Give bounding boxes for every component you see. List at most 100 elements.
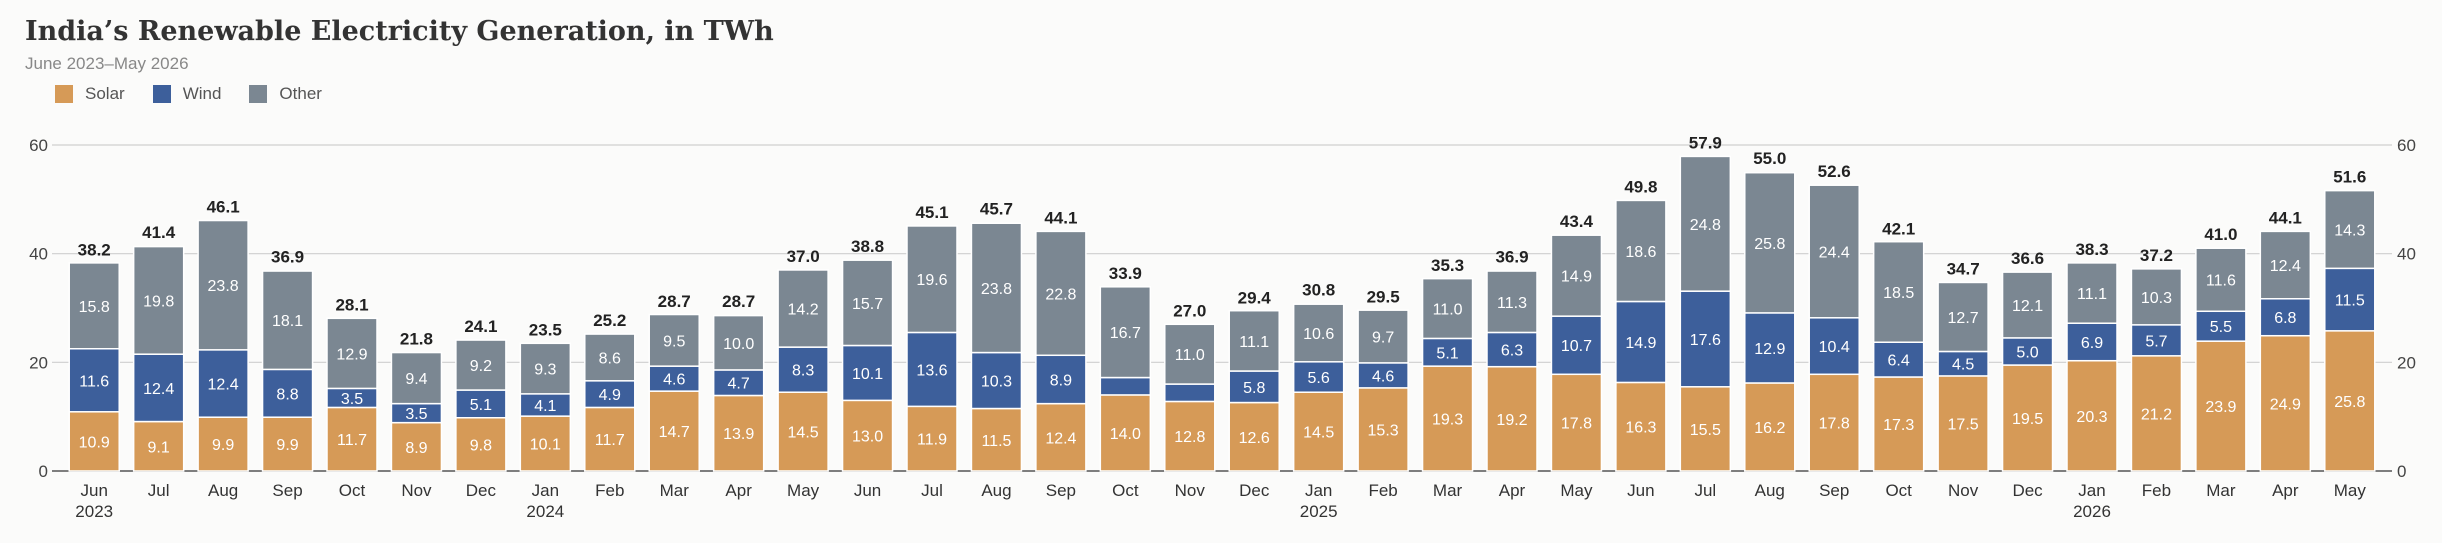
bar-other xyxy=(390,351,443,405)
segment-label-other: 19.8 xyxy=(143,293,174,310)
bar-wind xyxy=(1035,354,1087,405)
segment-label-solar: 23.9 xyxy=(2205,399,2236,416)
bar-other xyxy=(777,269,829,348)
segment-label-solar: 17.5 xyxy=(1948,416,1979,433)
y-tick-label-left: 60 xyxy=(29,136,48,155)
bar-solar xyxy=(2324,330,2376,472)
bar-solar xyxy=(2130,355,2183,472)
bar-solar xyxy=(132,420,185,472)
bar-other xyxy=(2259,230,2312,300)
segment-label-other: 11.0 xyxy=(1433,302,1463,319)
x-tick-label: Sep xyxy=(1819,481,1849,500)
x-tick-label: Sep xyxy=(1046,481,1076,500)
segment-label-other: 23.8 xyxy=(208,278,239,295)
segment-label-other: 22.8 xyxy=(1045,286,1076,303)
x-tick-label: Feb xyxy=(2142,481,2171,500)
segment-label-solar: 12.8 xyxy=(1174,429,1205,446)
segment-label-wind: 5.8 xyxy=(1243,380,1265,397)
segment-label-wind: 12.4 xyxy=(208,377,239,394)
segment-label-wind: 5.5 xyxy=(2210,319,2232,336)
bar-other xyxy=(712,314,765,371)
total-label: 42.1 xyxy=(1882,219,1915,238)
bar-other xyxy=(1872,240,1925,343)
bar-wind xyxy=(712,369,765,397)
bar-other xyxy=(197,219,249,351)
segment-label-wind: 4.6 xyxy=(1372,368,1394,385)
bar-solar xyxy=(970,407,1023,472)
segment-label-other: 11.3 xyxy=(1497,295,1527,312)
bar-solar xyxy=(648,390,700,472)
segment-label-solar: 9.9 xyxy=(276,437,298,454)
segment-label-other: 11.6 xyxy=(2206,273,2236,290)
segment-label-other: 18.6 xyxy=(1625,244,1656,261)
x-tick-label: May xyxy=(1560,481,1593,500)
bar-other xyxy=(2195,247,2247,313)
bar-other xyxy=(1292,303,1345,363)
segment-label-solar: 11.7 xyxy=(595,432,625,449)
total-label: 45.7 xyxy=(980,200,1013,219)
bar-other xyxy=(1550,234,1603,317)
bar-wind xyxy=(2195,310,2247,342)
x-year-label: 2023 xyxy=(75,502,113,521)
x-tick-label: Feb xyxy=(595,481,624,500)
segment-label-wind: 11.5 xyxy=(2335,293,2365,310)
x-tick-label: Jul xyxy=(1694,481,1716,500)
bar-wind xyxy=(2130,324,2183,357)
segment-label-wind: 4.7 xyxy=(728,376,750,393)
segment-label-wind: 4.9 xyxy=(599,387,621,404)
segment-label-wind: 17.6 xyxy=(1690,332,1721,349)
segment-label-solar: 25.8 xyxy=(2334,394,2365,411)
bar-solar xyxy=(1744,382,1796,472)
bar-wind xyxy=(1615,300,1667,384)
bar-wind xyxy=(261,368,314,418)
segment-label-other: 12.7 xyxy=(1948,310,1979,327)
bar-solar xyxy=(1615,381,1667,472)
segment-label-other: 12.9 xyxy=(336,346,367,363)
bar-other xyxy=(326,317,378,390)
bar-solar xyxy=(1099,394,1152,472)
total-label: 46.1 xyxy=(207,198,240,217)
bar-wind xyxy=(1744,312,1796,384)
bar-other xyxy=(1228,309,1280,372)
x-tick-label: May xyxy=(787,481,820,500)
bar-other xyxy=(1164,323,1216,385)
segment-label-solar: 10.9 xyxy=(79,434,110,451)
x-tick-label: Jan xyxy=(532,481,559,500)
segment-label-solar: 14.0 xyxy=(1110,426,1141,443)
legend-label-wind: Wind xyxy=(182,84,222,103)
x-tick-label: Aug xyxy=(1755,481,1785,500)
segment-label-other: 16.7 xyxy=(1110,325,1141,342)
segment-label-solar: 20.3 xyxy=(2076,409,2107,426)
x-tick-label: Mar xyxy=(1433,481,1463,500)
total-label: 36.6 xyxy=(2011,249,2044,268)
segment-label-solar: 21.2 xyxy=(2141,406,2172,423)
segment-label-solar: 8.9 xyxy=(405,440,427,457)
bar-wind xyxy=(841,344,894,402)
bar-other xyxy=(519,342,572,395)
total-label: 30.8 xyxy=(1302,281,1335,300)
bar-solar xyxy=(455,417,507,472)
segment-label-solar: 15.5 xyxy=(1690,422,1721,439)
y-tick-label-right: 60 xyxy=(2397,136,2416,155)
total-label: 35.3 xyxy=(1431,256,1464,275)
legend: Solar Wind Other xyxy=(55,84,350,104)
x-tick-label: Jul xyxy=(921,481,943,500)
legend-item-other: Other xyxy=(249,84,322,104)
bar-solar xyxy=(1292,391,1345,472)
bar-other xyxy=(1937,281,1989,353)
x-tick-label: Dec xyxy=(1239,481,1270,500)
bar-solar xyxy=(1550,373,1603,472)
legend-item-solar: Solar xyxy=(55,84,125,104)
x-tick-label: Apr xyxy=(725,481,752,500)
bar-wind xyxy=(777,346,829,393)
bar-other xyxy=(1486,270,1538,334)
segment-label-other: 24.4 xyxy=(1819,244,1850,261)
bar-wind xyxy=(2001,337,2054,366)
bar-wind xyxy=(648,365,700,392)
segment-label-wind: 6.8 xyxy=(2274,310,2296,327)
segment-label-other: 14.2 xyxy=(788,302,819,319)
x-tick-label: Dec xyxy=(2012,481,2043,500)
bar-other xyxy=(1744,171,1796,314)
bar-other xyxy=(1035,230,1087,357)
